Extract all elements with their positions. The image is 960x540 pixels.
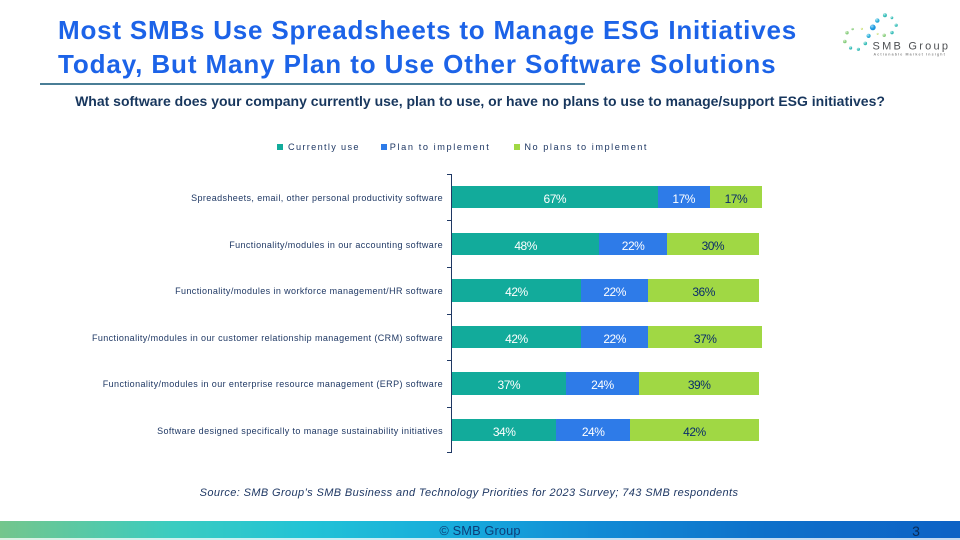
svg-text:SMB Group: SMB Group — [873, 41, 951, 53]
svg-text:Actionable Market Insight: Actionable Market Insight — [874, 52, 946, 56]
